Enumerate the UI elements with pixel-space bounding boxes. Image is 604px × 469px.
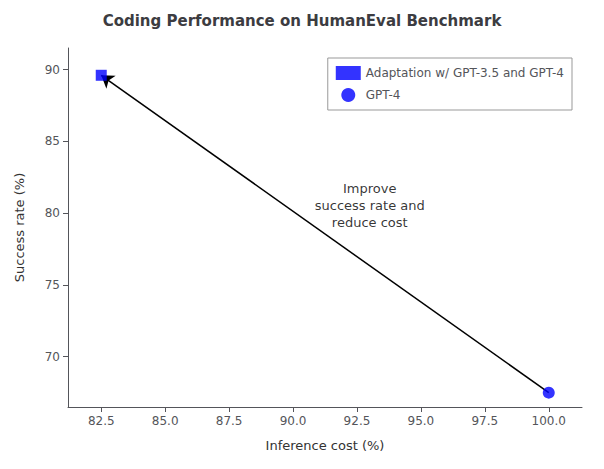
svg-text:100.0: 100.0 bbox=[532, 414, 566, 428]
svg-text:95.0: 95.0 bbox=[408, 414, 435, 428]
svg-text:reduce cost: reduce cost bbox=[332, 215, 408, 230]
svg-text:Adaptation w/ GPT-3.5 and GPT-: Adaptation w/ GPT-3.5 and GPT-4 bbox=[366, 66, 564, 80]
svg-text:85.0: 85.0 bbox=[152, 414, 179, 428]
svg-text:87.5: 87.5 bbox=[216, 414, 243, 428]
svg-text:90: 90 bbox=[45, 63, 60, 77]
svg-text:Success rate (%): Success rate (%) bbox=[12, 173, 27, 283]
svg-text:success rate and: success rate and bbox=[315, 198, 425, 213]
svg-text:Inference cost (%): Inference cost (%) bbox=[266, 438, 385, 453]
svg-text:90.0: 90.0 bbox=[280, 414, 307, 428]
svg-text:85: 85 bbox=[45, 134, 60, 148]
svg-text:GPT-4: GPT-4 bbox=[366, 88, 401, 102]
svg-text:97.5: 97.5 bbox=[471, 414, 498, 428]
svg-text:92.5: 92.5 bbox=[344, 414, 371, 428]
svg-text:75: 75 bbox=[45, 278, 60, 292]
svg-text:Improve: Improve bbox=[343, 181, 396, 196]
svg-text:70: 70 bbox=[45, 350, 60, 364]
svg-text:82.5: 82.5 bbox=[88, 414, 115, 428]
svg-text:Coding Performance on HumanEva: Coding Performance on HumanEval Benchmar… bbox=[103, 12, 503, 30]
svg-text:80: 80 bbox=[45, 206, 60, 220]
